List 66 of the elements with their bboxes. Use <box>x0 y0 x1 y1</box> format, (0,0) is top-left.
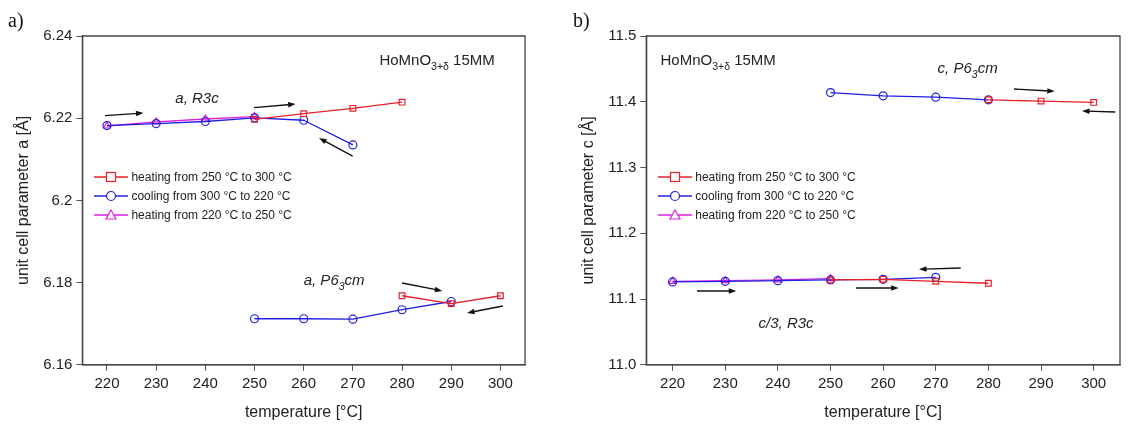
annotation: c/3, R3c <box>758 314 815 332</box>
x-axis-title: temperature [°C] <box>824 402 942 420</box>
x-tick-label: 250 <box>817 373 844 391</box>
x-tick-label: 220 <box>660 373 686 391</box>
y-tick-label: 6.22 <box>43 108 73 126</box>
legend-label: heating from 250 °C to 300 °C <box>695 168 856 186</box>
x-tick-label: 280 <box>389 373 415 391</box>
legend-label: heating from 250 °C to 300 °C <box>131 168 292 186</box>
legend-label: cooling from 300 °C to 220 °C <box>131 187 291 205</box>
point <box>201 114 210 122</box>
point <box>151 118 161 129</box>
point <box>1037 97 1045 105</box>
y-tick-label: 11.2 <box>608 223 637 241</box>
point <box>398 98 406 106</box>
point <box>397 305 407 315</box>
point <box>825 87 836 98</box>
point <box>152 117 161 125</box>
y-tick-label: 11.4 <box>608 91 637 109</box>
x-tick-label: 270 <box>923 373 949 391</box>
x-tick-label: 290 <box>1028 373 1054 391</box>
legend-label: heating from 220 °C to 250 °C <box>131 206 292 224</box>
point <box>300 110 308 118</box>
x-tick-label: 260 <box>870 373 896 391</box>
y-axis-title: unit cell parameter c [Å] <box>578 116 597 285</box>
point <box>299 115 309 125</box>
x-tick-label: 230 <box>143 373 169 391</box>
y-tick-label: 11.0 <box>608 354 637 372</box>
x-tick-label: 260 <box>291 373 317 391</box>
point <box>446 296 456 307</box>
point <box>878 91 888 101</box>
x-tick-label: 280 <box>975 373 1001 391</box>
point <box>496 292 504 300</box>
x-tick-label: 290 <box>438 373 464 391</box>
y-tick-label: 6.18 <box>43 272 73 290</box>
annotation: a, R3c <box>175 89 220 107</box>
x-tick-label: 230 <box>712 373 738 391</box>
point <box>447 300 455 307</box>
x-tick-label: 250 <box>242 373 268 391</box>
y-axis-title: unit cell parameter a [Å] <box>13 115 32 285</box>
x-axis-title: temperature [°C] <box>244 402 363 420</box>
y-tick-label: 6.16 <box>43 354 73 372</box>
chart-title: a) <box>8 9 24 33</box>
point <box>931 272 941 282</box>
y-tick-label: 6.2 <box>51 190 73 208</box>
x-tick-label: 300 <box>1081 373 1107 391</box>
point <box>931 92 941 102</box>
legend-label: heating from 220 °C to 250 °C <box>695 206 856 224</box>
point <box>348 140 358 150</box>
chart-title: b) <box>573 9 590 33</box>
point <box>249 314 260 324</box>
point <box>348 314 358 324</box>
x-tick-label: 220 <box>94 373 120 391</box>
point <box>1090 98 1098 106</box>
legend-label: cooling from 300 °C to 220 °C <box>695 187 855 205</box>
point <box>398 292 406 300</box>
point <box>200 116 210 127</box>
y-tick-label: 11.1 <box>608 289 637 307</box>
x-tick-label: 240 <box>192 373 218 391</box>
y-tick-label: 6.24 <box>43 26 73 44</box>
y-tick-label: 11.5 <box>608 26 637 44</box>
x-tick-label: 270 <box>340 373 366 391</box>
x-tick-label: 240 <box>765 373 791 391</box>
y-tick-label: 11.3 <box>608 157 637 175</box>
point <box>349 104 357 112</box>
x-tick-label: 300 <box>487 373 513 391</box>
point <box>299 314 309 324</box>
